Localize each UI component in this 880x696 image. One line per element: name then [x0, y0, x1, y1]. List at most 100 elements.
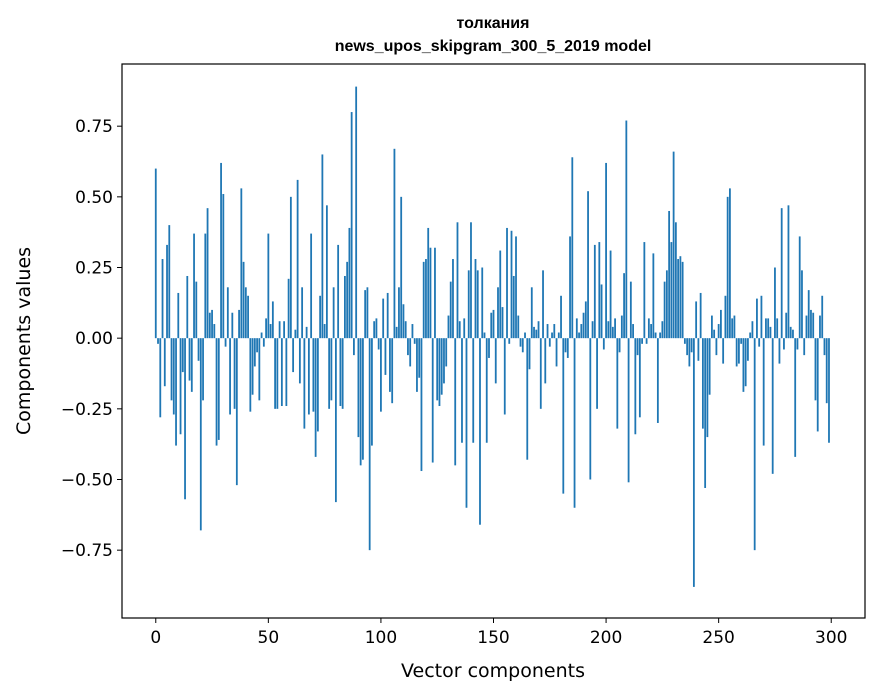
- bar-90: [357, 338, 360, 438]
- bar-150: [492, 309, 495, 339]
- x-tick-label: 0: [150, 628, 161, 648]
- bar-198: [600, 284, 603, 339]
- bar-79: [332, 287, 335, 339]
- bar-285: [796, 338, 799, 350]
- bar-86: [348, 227, 351, 339]
- bar-115: [413, 338, 416, 344]
- bar-140: [470, 222, 472, 339]
- bar-155: [503, 338, 506, 415]
- bar-164: [524, 332, 526, 339]
- bar-145: [481, 267, 484, 339]
- bar-101: [382, 298, 385, 339]
- y-tick-label: −0.25: [61, 400, 113, 420]
- bar-269: [760, 295, 763, 339]
- bar-190: [582, 312, 585, 339]
- bar-75: [323, 324, 326, 339]
- bar-127: [440, 338, 443, 395]
- bar-62: [294, 329, 297, 339]
- bar-255: [729, 188, 731, 339]
- y-tick-label: 0.75: [75, 117, 113, 137]
- bar-89: [355, 86, 358, 339]
- bar-168: [533, 326, 535, 339]
- bar-282: [789, 326, 792, 339]
- bar-214: [636, 338, 639, 356]
- bar-293: [814, 338, 817, 401]
- bar-2: [159, 338, 162, 418]
- bar-226: [663, 281, 666, 339]
- bar-109: [400, 196, 403, 339]
- bar-104: [389, 338, 391, 392]
- bar-125: [436, 338, 439, 401]
- bar-295: [819, 315, 821, 339]
- bar-176: [551, 332, 553, 339]
- bar-194: [591, 321, 594, 339]
- bar-158: [510, 230, 513, 339]
- x-tick-label: 300: [815, 628, 847, 648]
- bar-257: [733, 315, 736, 339]
- bar-264: [749, 332, 752, 339]
- bar-142: [474, 259, 477, 339]
- bar-208: [623, 273, 625, 339]
- bar-91: [359, 338, 362, 466]
- bar-117: [418, 338, 421, 378]
- bar-256: [731, 318, 734, 339]
- bar-59: [287, 278, 290, 339]
- bar-3: [161, 259, 164, 339]
- bar-189: [580, 324, 583, 339]
- bar-114: [411, 324, 414, 339]
- bar-238: [690, 338, 693, 353]
- bar-246: [708, 338, 711, 395]
- bar-36: [235, 338, 238, 486]
- bar-123: [431, 338, 434, 463]
- bar-4: [163, 338, 166, 387]
- bar-243: [701, 338, 704, 429]
- bar-283: [792, 329, 794, 339]
- bar-159: [512, 275, 515, 339]
- bar-32: [226, 287, 229, 339]
- bar-68: [307, 338, 310, 415]
- bar-267: [756, 298, 758, 339]
- bar-169: [535, 329, 538, 339]
- bar-100: [380, 338, 382, 412]
- bar-43: [251, 338, 254, 395]
- bar-294: [816, 338, 819, 432]
- bar-88: [353, 338, 355, 356]
- bar-70: [312, 338, 315, 412]
- bar-193: [589, 338, 592, 480]
- bar-204: [614, 318, 616, 339]
- bar-151: [494, 338, 497, 384]
- bar-152: [497, 287, 499, 339]
- bar-83: [341, 338, 344, 409]
- bar-134: [456, 222, 459, 339]
- bar-149: [490, 312, 493, 339]
- bar-266: [753, 338, 756, 551]
- bar-95: [368, 338, 371, 551]
- bar-299: [828, 338, 830, 443]
- bar-37: [238, 309, 240, 339]
- bar-211: [629, 281, 632, 339]
- bar-29: [220, 162, 222, 339]
- bar-213: [634, 338, 637, 435]
- bar-284: [794, 338, 797, 457]
- bar-170: [537, 321, 540, 339]
- bar-44: [253, 338, 256, 367]
- bar-262: [744, 338, 747, 387]
- bar-31: [224, 338, 227, 347]
- bar-234: [681, 261, 684, 339]
- bar-241: [697, 338, 700, 361]
- bar-286: [798, 236, 801, 339]
- bar-227: [665, 270, 668, 339]
- bar-248: [713, 329, 716, 339]
- bar-7: [170, 338, 173, 401]
- x-tick-label: 200: [590, 628, 622, 648]
- bar-187: [575, 318, 578, 339]
- bar-166: [528, 338, 531, 370]
- bar-146: [483, 332, 486, 339]
- bar-64: [298, 338, 301, 384]
- bar-71: [314, 338, 317, 457]
- bar-126: [438, 338, 441, 407]
- bar-47: [260, 332, 263, 339]
- bar-236: [686, 338, 689, 356]
- bar-272: [767, 318, 770, 339]
- bar-67: [305, 326, 308, 339]
